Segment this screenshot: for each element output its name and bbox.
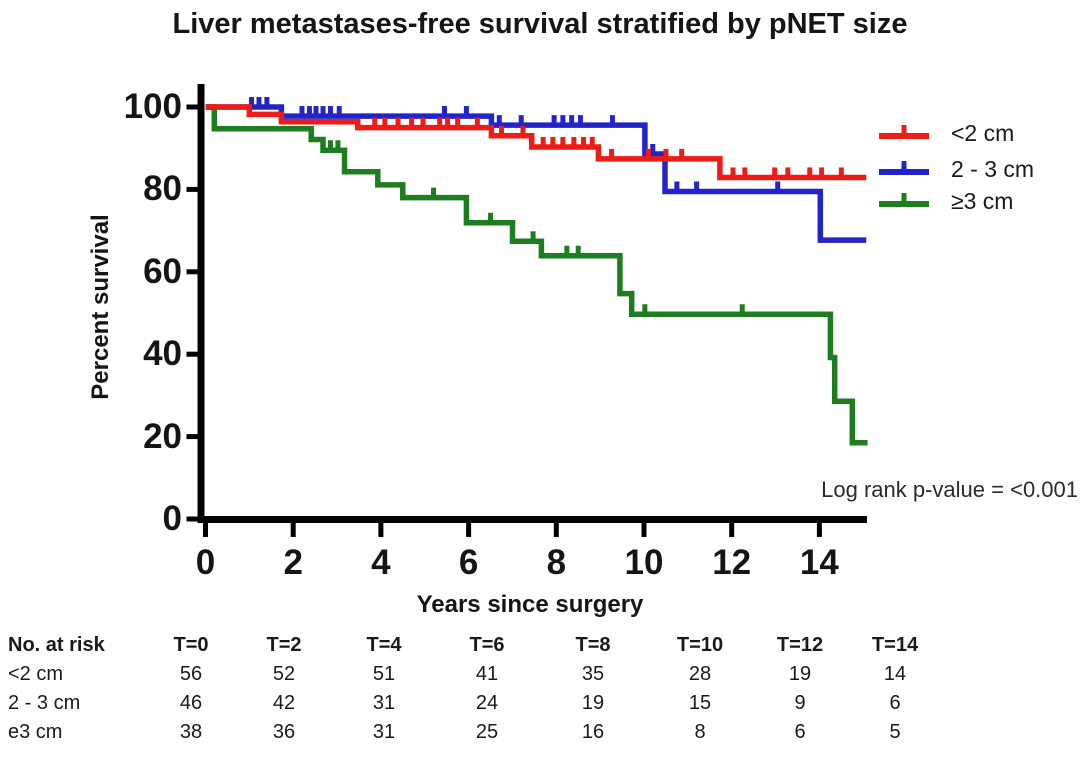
risk-row-label: <2 cm	[8, 663, 64, 685]
risk-cell: 15	[688, 692, 712, 714]
x-tick-label: 10	[624, 543, 664, 582]
risk-cell: 31	[372, 721, 396, 743]
risk-header-cell: T=12	[776, 634, 824, 656]
risk-cell: 41	[475, 663, 499, 685]
risk-cell: 42	[272, 692, 296, 714]
risk-header-cell: T=8	[575, 634, 611, 656]
risk-cell: 8	[694, 721, 706, 743]
risk-cell: 31	[372, 692, 396, 714]
x-tick-label: 14	[799, 543, 839, 582]
risk-cell: 46	[179, 692, 203, 714]
x-tick-label: 6	[458, 543, 479, 582]
risk-cell: 19	[581, 692, 605, 714]
legend-label: 2 - 3 cm	[951, 155, 1035, 182]
risk-table-title: No. at risk	[8, 634, 105, 656]
legend-item-ge3cm: ≥3 cm	[878, 188, 1013, 214]
survival-curve-0	[205, 104, 867, 181]
risk-header-cell: T=14	[871, 634, 919, 656]
legend-swatch-icon	[879, 161, 929, 175]
risk-table: No. at risk T=0 T=2 T=4 T=6 T=8 T=10 T=1…	[0, 634, 1080, 750]
risk-cell: 28	[688, 663, 712, 685]
x-tick-label: 2	[283, 543, 303, 582]
x-axis-title: Years since surgery	[416, 591, 644, 618]
risk-row-label: e3 cm	[8, 721, 63, 743]
y-tick-label: 20	[143, 416, 182, 456]
legend-swatch-icon	[879, 193, 929, 207]
risk-cell: 16	[581, 721, 605, 743]
risk-cell: 5	[889, 721, 901, 743]
risk-cell: 6	[889, 692, 901, 714]
risk-header-cell: T=2	[266, 634, 302, 656]
legend-item-lt2cm: <2 cm	[878, 120, 1014, 146]
logrank-pvalue-annotation: Log rank p-value = <0.001	[821, 477, 1078, 502]
y-tick-label: 40	[143, 334, 182, 374]
risk-cell: 52	[272, 663, 296, 685]
y-tick-label: 80	[143, 169, 182, 209]
x-tick-label: 12	[712, 543, 752, 582]
risk-table-row-ge3cm: e3 cm 38 36 31 25 16 8 6 5	[0, 721, 1080, 750]
y-tick-label: 100	[123, 87, 182, 126]
risk-cell: 6	[794, 721, 806, 743]
y-tick-label: 0	[162, 499, 182, 538]
y-tick-label: 60	[143, 251, 182, 291]
x-tick-label: 0	[195, 543, 216, 582]
legend-item-2to3cm: 2 - 3 cm	[878, 156, 1034, 182]
risk-header-cell: T=0	[173, 634, 209, 656]
legend-swatch-icon	[879, 125, 929, 139]
risk-cell: 51	[372, 663, 396, 685]
risk-header-cell: T=10	[676, 634, 724, 656]
risk-cell: 35	[581, 663, 605, 685]
legend-label: ≥3 cm	[951, 187, 1014, 214]
risk-cell: 24	[475, 692, 499, 714]
chart-title: Liver metastases-free survival stratifie…	[172, 8, 908, 40]
legend-label: <2 cm	[951, 119, 1015, 146]
risk-cell: 25	[475, 721, 499, 743]
risk-cell: 36	[272, 721, 296, 743]
risk-cell: 19	[788, 663, 812, 685]
risk-row-label: 2 - 3 cm	[8, 692, 81, 714]
risk-cell: 38	[179, 721, 203, 743]
x-tick-label: 4	[371, 543, 391, 582]
risk-table-header-row: No. at risk T=0 T=2 T=4 T=6 T=8 T=10 T=1…	[0, 634, 1080, 663]
x-tick-label: 8	[546, 543, 567, 582]
risk-header-cell: T=4	[366, 634, 402, 656]
risk-cell: 56	[179, 663, 203, 685]
risk-table-row-2to3cm: 2 - 3 cm 46 42 31 24 19 15 9 6	[0, 692, 1080, 721]
risk-table-row-lt2cm: <2 cm 56 52 51 41 35 28 19 14	[0, 663, 1080, 692]
survival-plot-canvas	[186, 84, 868, 537]
risk-cell: 14	[883, 663, 907, 685]
survival-curve-2	[205, 104, 868, 446]
risk-cell: 9	[794, 692, 806, 714]
risk-header-cell: T=6	[469, 634, 505, 656]
